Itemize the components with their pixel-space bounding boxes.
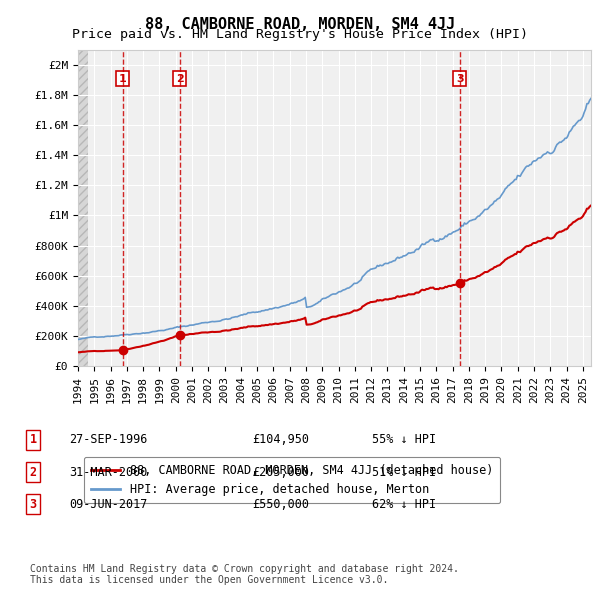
Text: Price paid vs. HM Land Registry's House Price Index (HPI): Price paid vs. HM Land Registry's House … [72, 28, 528, 41]
Text: Contains HM Land Registry data © Crown copyright and database right 2024.
This d: Contains HM Land Registry data © Crown c… [30, 563, 459, 585]
Text: £205,000: £205,000 [252, 466, 309, 478]
HPI: Average price, detached house, Merton: (2.01e+03, 5.71e+05): Average price, detached house, Merton: (… [358, 276, 365, 283]
Line: HPI: Average price, detached house, Merton: HPI: Average price, detached house, Mert… [78, 99, 591, 339]
88, CAMBORNE ROAD, MORDEN, SM4 4JJ (detached house) [587, 202, 595, 209]
Text: 88, CAMBORNE ROAD, MORDEN, SM4 4JJ: 88, CAMBORNE ROAD, MORDEN, SM4 4JJ [145, 17, 455, 31]
Text: 51% ↓ HPI: 51% ↓ HPI [372, 466, 436, 478]
Text: 09-JUN-2017: 09-JUN-2017 [69, 498, 148, 511]
Line: 88, CAMBORNE ROAD, MORDEN, SM4 4JJ (detached house): 88, CAMBORNE ROAD, MORDEN, SM4 4JJ (deta… [78, 205, 591, 352]
Text: £550,000: £550,000 [252, 498, 309, 511]
88, CAMBORNE ROAD, MORDEN, SM4 4JJ (detached house) [74, 349, 82, 356]
Text: 55% ↓ HPI: 55% ↓ HPI [372, 433, 436, 446]
Text: 1: 1 [29, 433, 37, 446]
HPI: Average price, detached house, Merton: (2.02e+03, 1.58e+06): Average price, detached house, Merton: (… [568, 125, 575, 132]
Text: 3: 3 [456, 74, 464, 84]
Legend: 88, CAMBORNE ROAD, MORDEN, SM4 4JJ (detached house), HPI: Average price, detache: 88, CAMBORNE ROAD, MORDEN, SM4 4JJ (deta… [84, 457, 500, 503]
88, CAMBORNE ROAD, MORDEN, SM4 4JJ (detached house) [563, 226, 570, 233]
88, CAMBORNE ROAD, MORDEN, SM4 4JJ (detached house) [277, 320, 284, 327]
Text: 3: 3 [29, 498, 37, 511]
HPI: Average price, detached house, Merton: (2e+03, 1.93e+05): Average price, detached house, Merton: (… [91, 333, 98, 340]
HPI: Average price, detached house, Merton: (2.03e+03, 1.78e+06): Average price, detached house, Merton: (… [587, 95, 595, 102]
HPI: Average price, detached house, Merton: (2.01e+03, 3.92e+05): Average price, detached house, Merton: (… [277, 303, 284, 310]
88, CAMBORNE ROAD, MORDEN, SM4 4JJ (detached house) [358, 305, 365, 312]
88, CAMBORNE ROAD, MORDEN, SM4 4JJ (detached house) [391, 294, 398, 301]
88, CAMBORNE ROAD, MORDEN, SM4 4JJ (detached house) [91, 348, 98, 355]
HPI: Average price, detached house, Merton: (2.01e+03, 7e+05): Average price, detached house, Merton: (… [391, 257, 398, 264]
Text: 2: 2 [176, 74, 184, 84]
Bar [78, 50, 88, 366]
Text: 1: 1 [119, 74, 127, 84]
Text: 31-MAR-2000: 31-MAR-2000 [69, 466, 148, 478]
Text: 62% ↓ HPI: 62% ↓ HPI [372, 498, 436, 511]
Text: £104,950: £104,950 [252, 433, 309, 446]
HPI: Average price, detached house, Merton: (1.99e+03, 1.76e+05): Average price, detached house, Merton: (… [74, 336, 82, 343]
88, CAMBORNE ROAD, MORDEN, SM4 4JJ (detached house) [568, 220, 575, 227]
Text: 2: 2 [29, 466, 37, 478]
HPI: Average price, detached house, Merton: (2.02e+03, 1.51e+06): Average price, detached house, Merton: (… [563, 135, 570, 142]
Text: 27-SEP-1996: 27-SEP-1996 [69, 433, 148, 446]
